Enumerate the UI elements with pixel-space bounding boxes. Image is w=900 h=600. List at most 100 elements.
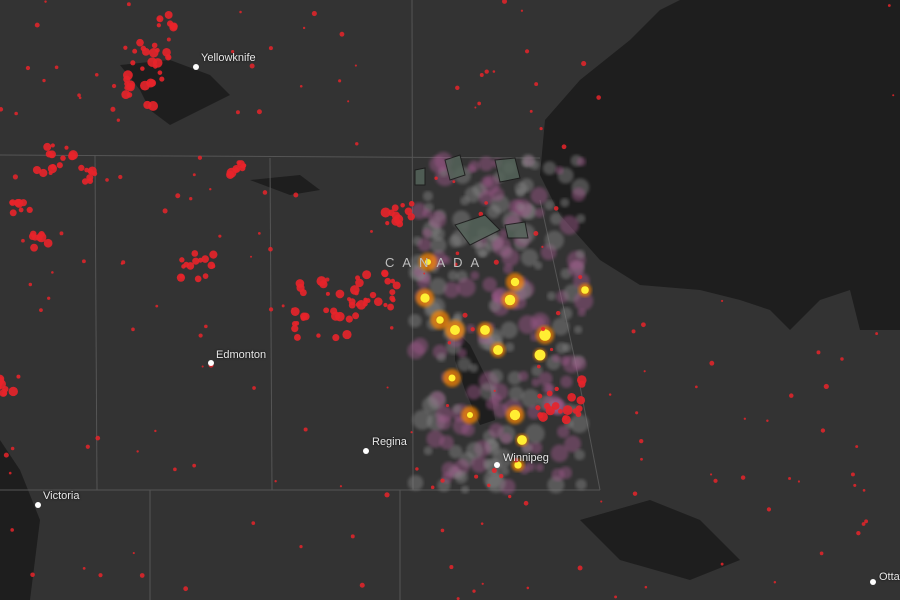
fire-perimeter	[84, 167, 89, 173]
fire-perimeter	[0, 384, 2, 390]
fire-perimeter	[192, 173, 196, 177]
fire-perimeter	[478, 211, 484, 217]
fire-perimeter	[154, 429, 157, 433]
fire-perimeter	[338, 79, 342, 83]
fire-perimeter	[788, 477, 792, 480]
fire-perimeter	[369, 291, 377, 299]
fire-perimeter	[155, 304, 159, 308]
fire-perimeter	[132, 48, 138, 54]
fire-perimeter	[641, 322, 646, 328]
fire-perimeter	[562, 405, 573, 416]
fire-perimeter	[492, 70, 496, 73]
city-marker[interactable]	[494, 462, 500, 468]
fire-perimeter	[120, 262, 124, 265]
city-marker[interactable]	[35, 502, 41, 508]
fire-perimeter	[151, 42, 158, 49]
heat-cell	[488, 369, 504, 384]
fire-perimeter	[54, 65, 59, 70]
city-label-regina: Regina	[372, 436, 407, 448]
fire-perimeter	[3, 452, 9, 458]
fire-perimeter	[447, 340, 452, 345]
heat-cell	[575, 249, 585, 259]
fire-perimeter	[644, 585, 648, 589]
fire-perimeter	[596, 95, 601, 100]
heat-cell	[521, 443, 533, 454]
fire-perimeter	[0, 389, 8, 397]
heat-cell	[466, 442, 483, 459]
fire-perimeter	[887, 4, 891, 7]
lake-athabasca	[250, 175, 320, 195]
fire-perimeter	[892, 94, 895, 97]
fire-perimeter	[110, 106, 116, 112]
fire-perimeter	[339, 31, 345, 37]
fire-perimeter	[572, 408, 579, 414]
fire-perimeter	[42, 78, 46, 83]
heat-cell	[551, 468, 565, 482]
fire-perimeter	[538, 412, 548, 422]
fire-perimeter	[453, 262, 458, 267]
city-marker[interactable]	[870, 579, 876, 585]
fire-perimeter	[456, 597, 460, 600]
city-marker[interactable]	[193, 64, 199, 70]
fire-perimeter	[508, 494, 512, 499]
heat-cell	[500, 466, 510, 476]
fire-perimeter	[561, 144, 567, 150]
city-marker[interactable]	[208, 360, 214, 366]
fire-perimeter	[235, 110, 240, 115]
fire-perimeter	[391, 204, 399, 212]
heat-cell	[504, 342, 515, 352]
fire-perimeter	[173, 467, 177, 472]
fire-perimeter	[239, 165, 246, 172]
fire-perimeter	[365, 298, 371, 304]
heat-cell	[564, 435, 582, 453]
fire-perimeter	[32, 165, 42, 175]
fire-perimeter	[410, 431, 413, 434]
fire-perimeter	[44, 0, 47, 3]
fire-perimeter	[198, 333, 203, 338]
heat-cell	[560, 375, 573, 388]
fire-perimeter	[423, 272, 426, 275]
fire-perimeter	[268, 46, 273, 51]
heat-cell	[534, 261, 543, 270]
great-slave-lake	[120, 60, 230, 125]
city-marker[interactable]	[363, 448, 369, 454]
heat-cell	[478, 190, 494, 206]
fire-perimeter	[30, 243, 39, 252]
fire-perimeter	[10, 446, 15, 451]
heat-cell	[428, 210, 447, 229]
fire-perimeter	[720, 562, 724, 566]
hotspot	[534, 349, 546, 361]
fire-perimeter	[236, 160, 242, 166]
fire-perimeter	[249, 63, 255, 69]
fire-perimeter	[13, 198, 22, 207]
city-label-victoria: Victoria	[43, 490, 80, 502]
hotspot	[514, 461, 522, 469]
heat-cell	[443, 281, 460, 298]
fire-perimeter	[576, 395, 586, 405]
heat-cell	[576, 157, 587, 167]
fire-perimeter	[98, 573, 103, 578]
fire-perimeter	[201, 365, 204, 368]
fire-perimeter	[8, 471, 12, 475]
fire-perimeter	[50, 143, 55, 148]
fire-perimeter	[77, 93, 81, 98]
fire-perimeter	[262, 190, 268, 195]
fire-perimeter	[201, 255, 209, 263]
fire-perimeter	[8, 386, 18, 397]
fire-perimeter	[123, 45, 128, 50]
fire-perimeter	[126, 2, 131, 7]
city-label-yellowknife: Yellowknife	[201, 52, 256, 64]
heat-cell	[490, 393, 502, 405]
fire-perimeter	[26, 206, 33, 213]
heat-cell	[454, 470, 468, 484]
fire-perimeter	[226, 167, 237, 178]
fire-perimeter	[766, 507, 772, 512]
heat-cell	[568, 260, 585, 277]
fire-perimeter	[526, 586, 530, 590]
heat-cell	[525, 423, 545, 444]
fire-perimeter	[59, 231, 64, 236]
lake-superior	[580, 500, 740, 580]
fire-perimeter	[48, 150, 56, 159]
